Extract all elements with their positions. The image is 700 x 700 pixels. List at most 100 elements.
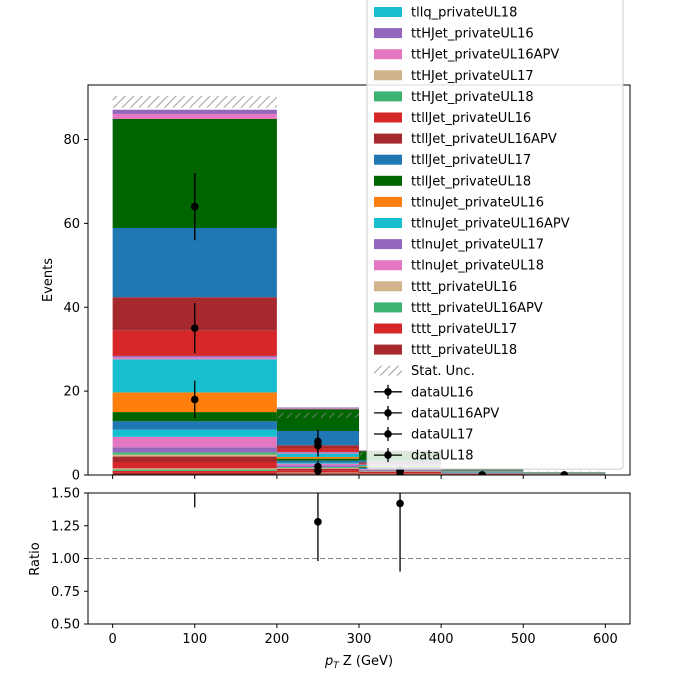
y-tick-label: 0 [72,469,80,484]
legend-entry: ttllJet_privateUL16 [374,111,531,126]
legend-entry: ttHJet_privateUL17 [374,69,534,84]
legend-entry: ttHJet_privateUL16APV [374,48,559,63]
legend-entry: ttlnuJet_privateUL16APV [374,217,570,232]
legend-label: ttllJet_privateUL17 [411,153,531,168]
legend-entry: ttllJet_privateUL16APV [374,132,557,147]
legend-entry: dataUL18 [374,448,474,464]
y-tick-label: 20 [63,385,80,400]
legend-entry: dataUL16APV [374,405,499,421]
legend-swatch [374,49,402,60]
legend-label: ttllJet_privateUL16APV [411,132,557,147]
legend-swatch [374,70,402,81]
legend-label: ttllJet_privateUL16 [411,111,531,126]
legend-label: ttlnuJet_privateUL17 [411,238,544,253]
bar-segment [441,469,524,471]
ratio-x-ticks: 0 100 200 300 400 500 600 [108,624,618,647]
legend-entry: ttllJet_privateUL17 [374,153,531,168]
x-tick-label: 0 [108,632,116,647]
legend-entry: tttt_privateUL16 [374,280,517,295]
legend-marker [384,388,392,396]
legend-entry: tttt_privateUL18 [374,343,517,358]
legend: tllq_privateUL18 ttHJet_privateUL16 ttHJet… [366,0,624,470]
bar-segment [112,462,277,469]
y-tick-label: 80 [63,133,80,148]
legend-label: ttHJet_privateUL17 [411,69,534,84]
legend-entry: dataUL17 [374,427,474,443]
x-axis-label-base: p [324,654,333,669]
x-axis-label: pT Z (GeV) [324,654,393,671]
legend-label: ttllJet_privateUL18 [411,174,531,189]
legend-swatch [374,112,402,123]
data-point [560,471,569,475]
x-tick-label: 300 [347,632,372,647]
ratio-y-tick-label: 1.25 [51,519,80,534]
legend-label: dataUL18 [411,449,474,464]
data-point [190,395,199,404]
legend-label: tttt_privateUL18 [411,343,517,358]
x-axis-label-rest: Z (GeV) [339,654,393,669]
ratio-y-ticks: 0.50 0.75 1.00 1.25 1.50 [51,487,88,633]
main-y-ticks: 0 20 40 60 80 [63,133,88,484]
bar-segment [276,408,359,410]
legend-marker [384,430,392,438]
bar-segment [112,421,277,430]
legend-label: ttHJet_privateUL16APV [411,48,559,63]
legend-label: dataUL17 [411,428,474,443]
y-tick-label: 60 [63,217,80,232]
legend-swatch [374,175,402,186]
bar-segment [112,355,277,358]
legend-frame [366,0,624,470]
legend-label: tttt_privateUL16APV [411,301,543,316]
legend-label: tllq_privateUL18 [411,6,517,21]
ratio-panel: 0.50 0.75 1.00 1.25 1.50 0 100 200 300 400 500 600… [28,487,631,671]
legend-swatch [374,239,402,250]
legend-entry: ttHJet_privateUL16 [374,27,534,42]
bar-segment [112,429,277,437]
bar-segment [112,109,277,114]
data-point [190,324,199,333]
legend-entry: tttt_privateUL16APV [374,301,543,316]
x-tick-label: 600 [593,632,618,647]
legend-label: ttHJet_privateUL16 [411,27,534,42]
bar-segment [276,409,359,431]
bar-segment [276,458,359,461]
main-x-ticks [112,475,606,479]
bar-segment [276,456,359,459]
legend-marker [384,409,392,417]
legend-label: dataUL16 [411,385,474,400]
legend-entry: ttlnuJet_privateUL18 [374,259,544,274]
legend-swatch [374,302,402,313]
legend-swatch [374,196,402,207]
bar-segment [276,407,359,409]
x-tick-label: 200 [264,632,289,647]
legend-label: ttlnuJet_privateUL18 [411,259,544,274]
x-tick-label: 400 [429,632,454,647]
ratio-points [194,493,404,572]
legend-swatch [374,133,402,144]
x-tick-label: 100 [182,632,207,647]
legend-label: tttt_privateUL16 [411,280,517,295]
legend-entry: ttlnuJet_privateUL16 [374,195,544,210]
bar-segment [112,456,277,462]
y-axis-label: Events [41,258,56,302]
data-point [314,462,322,471]
data-point [314,437,322,446]
legend-label: Stat. Unc. [411,364,475,379]
legend-entry: ttlnuJet_privateUL17 [374,238,544,253]
legend-swatch [374,260,402,271]
legend-entry: Stat. Unc. [374,364,475,379]
bar-segment [112,452,277,455]
legend-label: dataUL16APV [411,406,499,421]
ratio-y-tick-label: 1.00 [51,552,80,567]
bar-segment [112,436,277,448]
x-axis-label-subscript: T [333,661,340,671]
bar-segment [112,447,277,453]
y-tick-label: 40 [63,301,80,316]
bar-segment [112,470,277,473]
ratio-y-tick-label: 1.50 [51,487,80,502]
legend-entry: tllq_privateUL18 [374,6,517,21]
legend-label: tttt_privateUL17 [411,322,517,337]
bar-segment [112,454,277,457]
data-point [478,471,486,475]
